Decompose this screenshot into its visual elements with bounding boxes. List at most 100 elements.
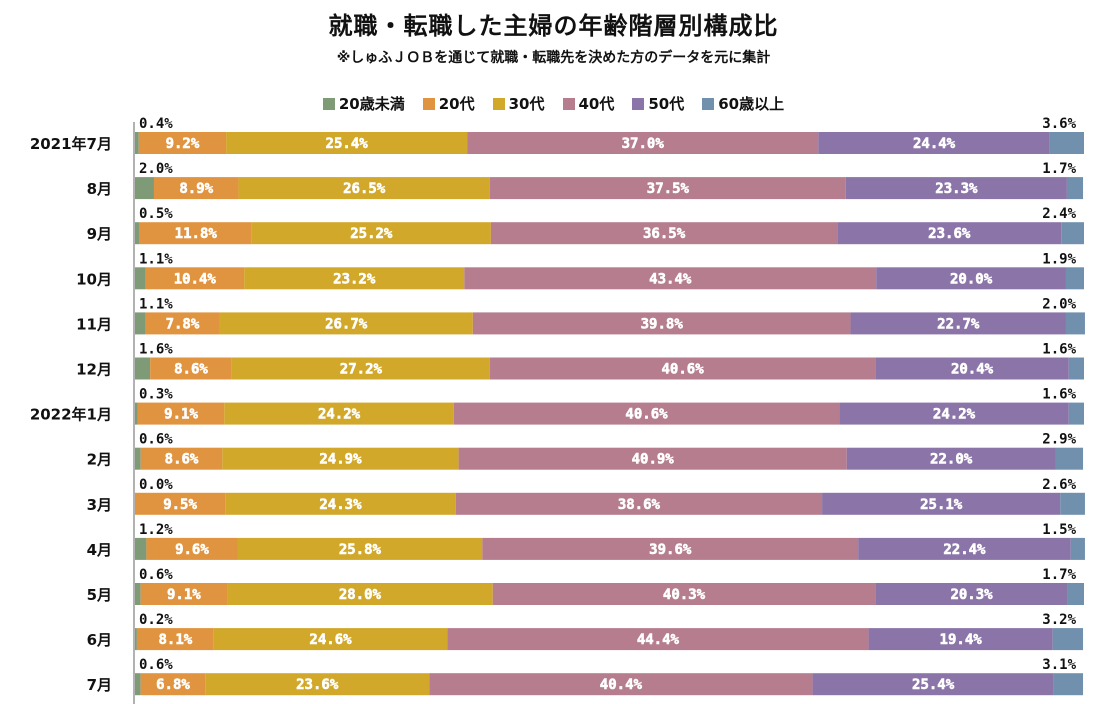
data-label: 25.2% bbox=[350, 226, 393, 242]
category-label: 9月 bbox=[87, 225, 112, 243]
data-label: 1.9% bbox=[1042, 251, 1076, 267]
bar-segment-1 bbox=[136, 628, 214, 651]
data-label: 10.4% bbox=[174, 271, 217, 287]
bar-segment-3 bbox=[458, 447, 847, 470]
bar-segment-1 bbox=[145, 267, 245, 290]
bar-segment-0 bbox=[135, 312, 146, 335]
legend-label: 30代 bbox=[508, 95, 545, 113]
bar-segment-5 bbox=[1055, 447, 1084, 470]
bar-segment-2 bbox=[231, 357, 490, 380]
data-label: 37.5% bbox=[647, 181, 690, 197]
data-label: 40.3% bbox=[663, 587, 706, 603]
data-label: 0.3% bbox=[139, 387, 173, 403]
category-label: 10月 bbox=[76, 270, 112, 288]
data-label: 2.6% bbox=[1042, 477, 1076, 493]
data-label: 39.6% bbox=[649, 542, 692, 558]
data-label: 9.1% bbox=[167, 587, 201, 603]
bar-segment-2 bbox=[224, 402, 454, 425]
data-label: 25.8% bbox=[339, 542, 382, 558]
category-label: 6月 bbox=[87, 631, 112, 649]
bar-segment-1 bbox=[150, 357, 232, 380]
data-label: 37.0% bbox=[622, 136, 665, 152]
bar-segment-5 bbox=[1068, 357, 1084, 380]
data-label: 1.1% bbox=[139, 296, 173, 312]
bar-segment-5 bbox=[1052, 628, 1084, 651]
bar-segment-4 bbox=[850, 312, 1066, 335]
data-label: 3.1% bbox=[1042, 657, 1076, 673]
bar-segment-1 bbox=[146, 537, 238, 560]
bar-segment-4 bbox=[822, 492, 1061, 515]
legend-swatch bbox=[632, 97, 645, 110]
data-label: 24.6% bbox=[309, 632, 352, 648]
data-label: 36.5% bbox=[643, 226, 686, 242]
bar-segment-5 bbox=[1068, 402, 1084, 425]
data-label: 9.1% bbox=[164, 407, 198, 423]
data-label: 9.5% bbox=[163, 497, 197, 513]
data-label: 44.4% bbox=[637, 632, 680, 648]
data-label: 43.4% bbox=[649, 271, 692, 287]
bar-segment-0 bbox=[135, 357, 151, 380]
bar-segment-3 bbox=[489, 177, 846, 200]
data-label: 0.4% bbox=[139, 116, 173, 132]
bar-segment-5 bbox=[1070, 537, 1085, 560]
bar-segment-2 bbox=[222, 447, 459, 470]
bar-segment-4 bbox=[845, 177, 1067, 200]
data-label: 39.8% bbox=[641, 316, 684, 332]
category-label: 2021年7月 bbox=[30, 135, 112, 153]
bar-segment-0 bbox=[135, 583, 141, 605]
category-label: 7月 bbox=[87, 676, 112, 694]
bar-segment-5 bbox=[1067, 583, 1084, 605]
bar-segment-3 bbox=[490, 222, 838, 245]
data-label: 23.3% bbox=[935, 181, 978, 197]
data-label: 26.5% bbox=[343, 181, 386, 197]
data-label: 1.1% bbox=[139, 251, 173, 267]
bar-segment-3 bbox=[429, 673, 813, 696]
bar-segment-4 bbox=[839, 402, 1069, 425]
bar-segment-2 bbox=[238, 177, 490, 200]
bar-segment-2 bbox=[225, 492, 456, 515]
data-label: 0.5% bbox=[139, 206, 173, 222]
data-label: 1.6% bbox=[1042, 387, 1076, 403]
bar-segment-0 bbox=[135, 402, 138, 425]
data-label: 0.6% bbox=[139, 432, 173, 448]
data-label: 24.2% bbox=[933, 407, 976, 423]
data-label: 2.4% bbox=[1042, 206, 1076, 222]
bar-segment-1 bbox=[140, 583, 228, 605]
legend-label: 60歳以上 bbox=[718, 95, 785, 113]
data-label: 40.9% bbox=[632, 452, 675, 468]
bar-segment-0 bbox=[135, 673, 141, 696]
category-label: 2022年1月 bbox=[30, 406, 112, 424]
bar-segment-2 bbox=[244, 267, 465, 290]
category-label: 12月 bbox=[76, 361, 112, 379]
data-label: 25.4% bbox=[912, 677, 955, 693]
bar-segment-2 bbox=[219, 312, 473, 335]
data-label: 25.1% bbox=[920, 497, 963, 513]
data-label: 23.6% bbox=[296, 677, 339, 693]
data-label: 3.6% bbox=[1042, 116, 1076, 132]
legend-label: 50代 bbox=[648, 95, 685, 113]
data-label: 24.2% bbox=[318, 407, 361, 423]
data-label: 1.2% bbox=[139, 522, 173, 538]
data-label: 0.2% bbox=[139, 612, 173, 628]
legend: 20歳未満 20代 30代 40代 50代 60歳以上 bbox=[0, 93, 1107, 114]
data-label: 0.6% bbox=[139, 657, 173, 673]
chart-subtitle: ※しゅふＪＯＢを通じて就職・転職先を決めた方のデータを元に集計 bbox=[336, 50, 771, 66]
data-label: 0.0% bbox=[139, 477, 173, 493]
data-label: 1.5% bbox=[1042, 522, 1076, 538]
bar-segment-0 bbox=[135, 267, 146, 290]
bar-segment-3 bbox=[482, 537, 859, 560]
data-label: 26.7% bbox=[325, 316, 368, 332]
bar-segment-4 bbox=[875, 357, 1069, 380]
data-label: 2.0% bbox=[1042, 296, 1076, 312]
bar-segment-4 bbox=[812, 673, 1054, 696]
data-label: 2.0% bbox=[139, 161, 173, 177]
category-label: 2月 bbox=[87, 451, 112, 469]
data-label: 22.4% bbox=[943, 542, 986, 558]
legend-entry-1: 20代 bbox=[422, 93, 475, 114]
data-label: 24.9% bbox=[319, 452, 362, 468]
chart-title: 就職・転職した主婦の年齢階層別構成比 bbox=[328, 12, 779, 40]
bar-segment-5 bbox=[1061, 222, 1084, 245]
data-label: 7.8% bbox=[166, 316, 200, 332]
data-label: 25.4% bbox=[326, 136, 369, 152]
